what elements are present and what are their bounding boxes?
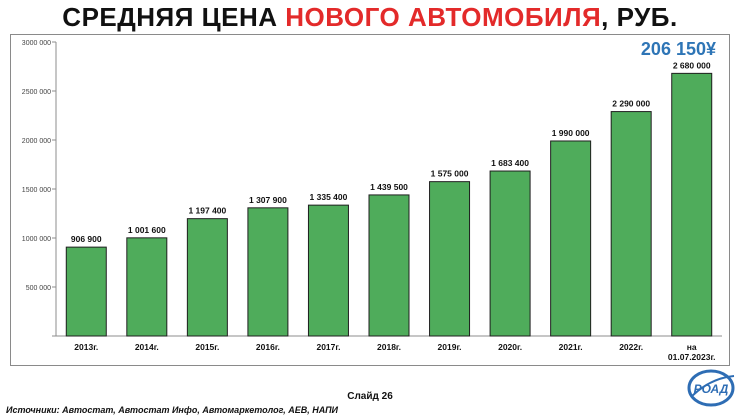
bar-value-label: 2 680 000 (673, 60, 711, 70)
category-label: 2016г. (256, 342, 280, 352)
category-label: на (687, 342, 697, 352)
bar (671, 72, 713, 337)
bar (489, 170, 531, 337)
bar (429, 181, 471, 337)
title-part-1: СРЕДНЯЯ ЦЕНА (62, 2, 286, 32)
category-label: 01.07.2023г. (668, 352, 716, 362)
bar-value-label: 1 307 900 (249, 195, 287, 205)
bar (186, 218, 228, 337)
road-logo: РОАД (687, 369, 735, 407)
bar (550, 140, 592, 337)
title-part-2: , РУБ. (601, 2, 678, 32)
y-tick-label: 3000 000 (22, 40, 51, 47)
y-tick-label: 1500 000 (22, 187, 51, 194)
logo-text: РОАД (694, 382, 729, 396)
y-tick-label: 2500 000 (22, 89, 51, 96)
category-label: 2015г. (195, 342, 219, 352)
slide-number: Слайд 26 (347, 391, 393, 402)
title-highlight: НОВОГО АВТОМОБИЛЯ (285, 2, 602, 32)
bar (307, 204, 349, 337)
bar-value-label: 906 900 (71, 234, 102, 244)
price-callout: 206 150¥ (641, 39, 716, 59)
category-label: 2017г. (316, 342, 340, 352)
bar (247, 207, 289, 337)
bar (126, 237, 168, 337)
bar-value-label: 1 575 000 (431, 169, 469, 179)
sources-note: Источники: Автостат, Автостат Инфо, Авто… (6, 405, 339, 415)
y-tick-label: 500 000 (26, 285, 51, 292)
bar-value-label: 2 290 000 (612, 99, 650, 109)
category-label: 2022г. (619, 342, 643, 352)
category-label: 2013г. (74, 342, 98, 352)
chart-frame (10, 34, 730, 366)
category-label: 2021г. (559, 342, 583, 352)
bar-value-label: 1 001 600 (128, 225, 166, 235)
category-label: 2014г. (135, 342, 159, 352)
y-tick-label: 2000 000 (22, 138, 51, 145)
category-label: 2019г. (438, 342, 462, 352)
bar-value-label: 1 683 400 (491, 158, 529, 168)
category-label: 2020г. (498, 342, 522, 352)
logo-swoosh (691, 375, 735, 397)
bar-value-label: 1 990 000 (552, 128, 590, 138)
bar-value-label: 1 439 500 (370, 182, 408, 192)
bar (368, 194, 410, 337)
bar (610, 111, 652, 337)
page-title: СРЕДНЯЯ ЦЕНА НОВОГО АВТОМОБИЛЯ, РУБ. (0, 2, 740, 33)
bar (65, 246, 107, 337)
bar-value-label: 1 335 400 (310, 192, 348, 202)
bar-value-label: 1 197 400 (188, 206, 226, 216)
logo-ring (687, 369, 735, 407)
category-label: 2018г. (377, 342, 401, 352)
y-tick-label: 1000 000 (22, 236, 51, 243)
